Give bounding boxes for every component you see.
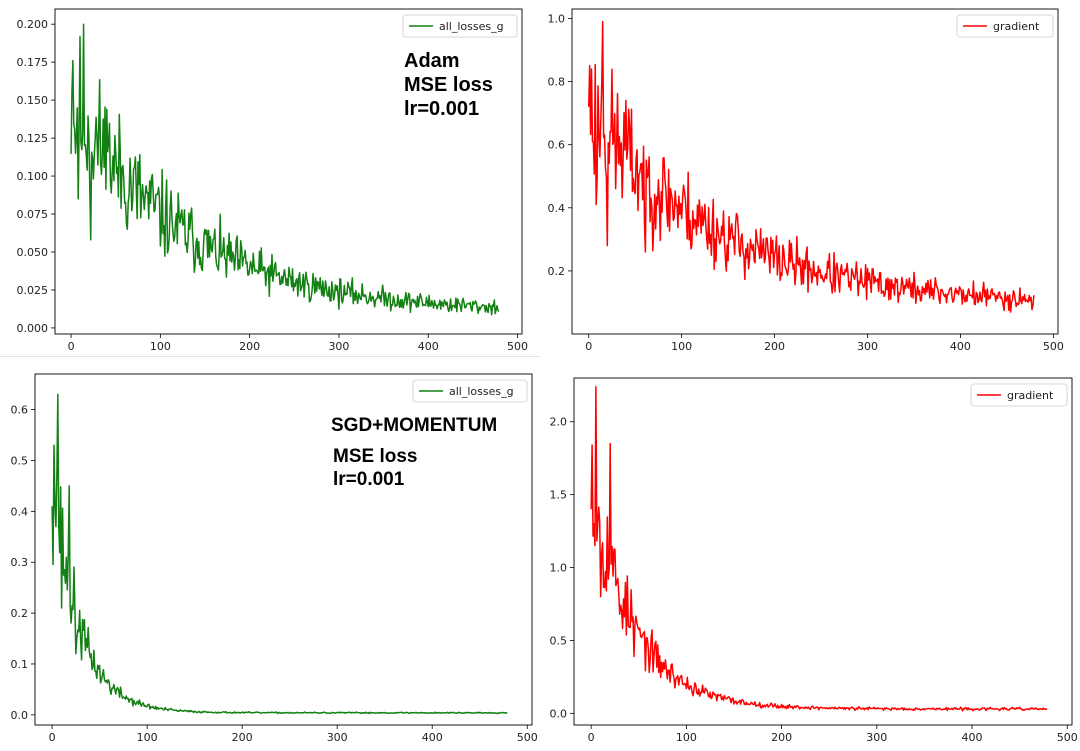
x-tick-label: 100 [676,731,697,744]
y-tick-label: 0.0 [550,707,568,720]
y-tick-label: 0.025 [17,284,49,297]
y-tick-label: 1.0 [548,12,566,25]
chart-svg-adam-gradient: 0 100 200 300 400 500 0.2 0.4 0.6 0.8 1.0 gradient [548,8,1064,353]
x-tick-label: 400 [962,731,983,744]
series-line [70,23,500,316]
chart-svg-adam-loss: 0 100 200 300 400 500 0.000 0.025 0.050 0.075 0.10… [17,8,528,353]
sgd-annotation: SGD+MOMENTUM MSE loss lr=0.001 [331,415,497,491]
annotation-optimizer: SGD+MOMENTUM [331,415,498,436]
y-tick-label: 2.0 [550,416,568,429]
x-tick-label: 400 [422,731,443,744]
y-tick-label: 0.075 [17,208,49,221]
x-tick-label: 300 [327,731,348,744]
chart-panel-adam-loss: 0 100 200 300 400 500 0.000 0.025 0.050 0.075 0.10… [0,0,540,356]
plot-frame [54,8,523,335]
annotation-lr: lr=0.001 [404,98,480,120]
adam-annotation: Adam MSE loss lr=0.001 [404,49,493,121]
x-tick-label: 200 [232,731,253,744]
plot-frame [571,8,1059,335]
x-tick-label: 100 [671,340,692,353]
x-tick-label: 300 [857,340,878,353]
y-tick-label: 0.4 [548,202,566,215]
y-tick-label: 1.5 [550,489,568,502]
x-tick-label: 400 [950,340,971,353]
y-tick-label: 0.5 [11,454,29,467]
legend-label: gradient [993,20,1040,33]
panel-divider [0,355,540,357]
y-tick-label: 0.200 [17,18,49,31]
series-line [51,393,508,715]
x-tick-label: 0 [49,731,56,744]
y-tick-label: 0.0 [11,709,29,722]
series-line [590,386,1048,712]
y-tick-label: 0.100 [17,170,49,183]
y-tick-label: 0.2 [11,607,29,620]
y-tick-label: 0.2 [548,265,566,278]
annotation-optimizer: Adam [404,50,460,72]
x-tick-label: 0 [585,340,592,353]
x-tick-label: 300 [866,731,887,744]
chart-panel-sgd-loss: 0 100 200 300 400 500 0.0 0.1 0.2 0.3 0.4 0.5 0.6 all… [0,364,540,751]
plot-frame [34,373,533,726]
annotation-loss: MSE loss [333,445,418,467]
y-tick-label: 1.0 [550,562,568,575]
x-tick-label: 100 [150,340,171,353]
x-tick-label: 200 [239,340,260,353]
x-tick-label: 500 [517,731,538,744]
legend-label: all_losses_g [439,20,504,33]
legend-label: all_losses_g [449,385,514,398]
x-tick-label: 100 [137,731,158,744]
legend-box [970,383,1068,407]
x-tick-label: 500 [1057,731,1078,744]
plot-frame [573,377,1073,726]
x-tick-label: 500 [1043,340,1064,353]
legend-box [412,379,528,403]
y-tick-label: 0.3 [11,556,29,569]
legend-label: gradient [1007,389,1054,402]
x-tick-label: 200 [764,340,785,353]
chart-svg-sgd-gradient: 0 100 200 300 400 500 0.0 0.5 1.0 1.5 2.0 gradient [550,377,1078,744]
annotation-lr: lr=0.001 [333,468,405,490]
x-tick-label: 200 [771,731,792,744]
y-tick-label: 0.1 [11,658,29,671]
legend-box [402,14,518,38]
y-tick-label: 0.050 [17,246,49,259]
legend-box [956,14,1054,38]
y-tick-label: 0.4 [11,505,29,518]
chart-panel-adam-gradient: 0 100 200 300 400 500 0.2 0.4 0.6 0.8 1.0 gradient [540,0,1080,360]
y-tick-label: 0.000 [17,322,49,335]
x-tick-label: 0 [68,340,75,353]
y-tick-label: 0.175 [17,56,49,69]
y-tick-label: 0.125 [17,132,49,145]
x-tick-label: 500 [507,340,528,353]
x-tick-label: 400 [418,340,439,353]
x-tick-label: 0 [588,731,595,744]
y-tick-label: 0.8 [548,76,566,89]
y-tick-label: 0.150 [17,94,49,107]
y-tick-label: 0.6 [11,404,29,417]
annotation-loss: MSE loss [404,74,493,96]
series-line [587,20,1035,313]
x-tick-label: 300 [328,340,349,353]
chart-svg-sgd-loss: 0 100 200 300 400 500 0.0 0.1 0.2 0.3 0.4 0.5 0.6 all… [11,373,538,744]
y-tick-label: 0.6 [548,139,566,152]
y-tick-label: 0.5 [550,634,568,647]
chart-panel-sgd-gradient: 0 100 200 300 400 500 0.0 0.5 1.0 1.5 2.0 gradient [540,364,1080,751]
